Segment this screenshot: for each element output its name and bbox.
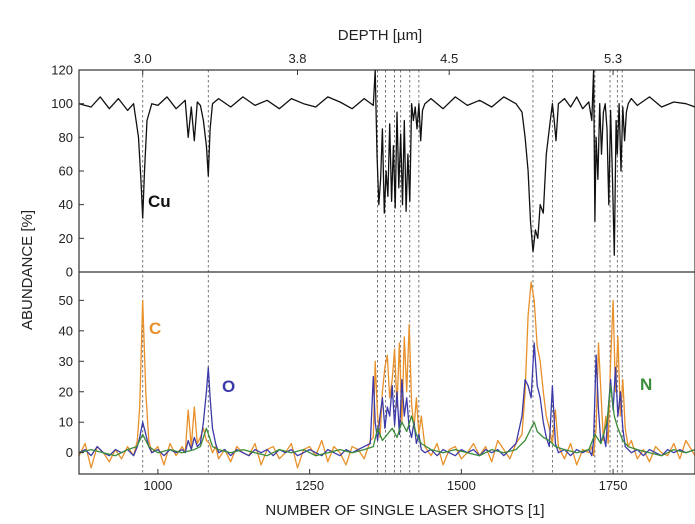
top-tick-label-2: 4.5 (440, 51, 458, 66)
series-lines (78, 69, 695, 469)
top-tick-label-1: 3.8 (288, 51, 306, 66)
x-tick-label-1000: 1000 (143, 478, 172, 493)
y-tick-label-lower-0: 0 (66, 445, 73, 460)
y-tick-label-upper-120: 120 (51, 63, 73, 78)
top-tick-label-3: 5.3 (604, 51, 622, 66)
series-label-o: O (222, 377, 235, 396)
series-label-cu: Cu (148, 192, 171, 211)
top-axis-label: DEPTH [µm] (338, 27, 422, 44)
y-tick-label-upper-60: 60 (59, 164, 73, 179)
y-tick-label-lower-50: 50 (59, 293, 73, 308)
top-tick-label-0: 3.0 (134, 51, 152, 66)
y-tick-label-upper-40: 40 (59, 197, 73, 212)
x-tick-label-1500: 1500 (447, 478, 476, 493)
series-line-c (78, 281, 695, 469)
y-tick-label-lower-40: 40 (59, 323, 73, 338)
series-line-n (78, 385, 695, 457)
series-label-n: N (640, 375, 652, 394)
y-tick-label-lower-10: 10 (59, 415, 73, 430)
y-tick-label-lower-20: 20 (59, 384, 73, 399)
y-tick-label-upper-20: 20 (59, 231, 73, 246)
y-tick-label-lower-30: 30 (59, 354, 73, 369)
y-tick-label-upper-100: 100 (51, 96, 73, 111)
x-tick-label-1750: 1750 (599, 478, 628, 493)
y-tick-label-upper-80: 80 (59, 130, 73, 145)
y-tick-label-upper-0: 0 (66, 265, 73, 280)
x-axis-label: NUMBER OF SINGLE LASER SHOTS [1] (265, 502, 544, 519)
axis-ticks: 0 20 40 60 80 100 120 0 10 20 30 40 50 1000 1250 1500 17… (51, 51, 627, 493)
y-axis-label: ABUNDANCE [%] (19, 210, 36, 330)
series-line-o (78, 342, 695, 457)
series-line-cu (78, 69, 695, 256)
series-label-c: C (149, 319, 161, 338)
x-tick-label-1250: 1250 (295, 478, 324, 493)
